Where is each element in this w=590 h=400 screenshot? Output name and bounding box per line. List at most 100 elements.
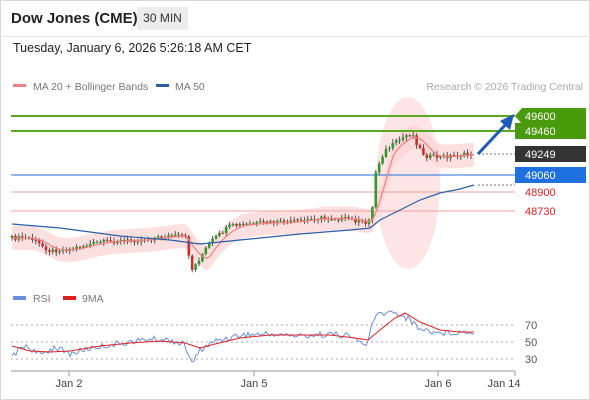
legend-swatch-ma20 bbox=[13, 84, 26, 87]
candle bbox=[44, 246, 48, 251]
legend-swatch-rsi bbox=[13, 296, 26, 300]
candle bbox=[48, 250, 51, 252]
level-tag-49460 bbox=[515, 123, 586, 139]
candle bbox=[299, 219, 303, 221]
candle bbox=[462, 152, 466, 157]
candle bbox=[228, 224, 231, 228]
candle bbox=[428, 154, 432, 159]
candle bbox=[337, 219, 340, 221]
candle bbox=[255, 222, 259, 224]
candle bbox=[435, 154, 439, 158]
candle bbox=[466, 152, 469, 155]
candle bbox=[10, 236, 14, 238]
candle bbox=[167, 235, 170, 238]
level-tag-49600 bbox=[515, 108, 586, 124]
candle bbox=[367, 219, 371, 224]
candle bbox=[105, 239, 109, 241]
bollinger-band-fill bbox=[12, 125, 474, 271]
candle bbox=[262, 221, 265, 223]
candle bbox=[218, 232, 221, 236]
legend-label-ma20: MA 20 + Bollinger Bands bbox=[33, 81, 148, 93]
candle bbox=[289, 220, 293, 222]
candle bbox=[160, 236, 163, 238]
candle bbox=[102, 239, 106, 242]
level-label-48730: 48730 bbox=[525, 206, 556, 218]
candle bbox=[296, 219, 299, 221]
candle bbox=[201, 254, 204, 261]
instrument-title: Dow Jones (CME) bbox=[11, 10, 138, 27]
candle bbox=[214, 235, 218, 239]
ma20-line bbox=[12, 136, 475, 259]
candle bbox=[269, 221, 272, 224]
ma50-line bbox=[11, 184, 475, 245]
timeframe-badge[interactable]: 30 MIN bbox=[137, 7, 188, 30]
candle bbox=[221, 232, 225, 234]
candle bbox=[54, 249, 58, 253]
candle bbox=[279, 220, 282, 222]
candle bbox=[384, 149, 388, 157]
candle bbox=[20, 236, 24, 239]
timestamp: Tuesday, January 6, 2026 5:26:18 AM CET bbox=[13, 41, 252, 55]
candle bbox=[180, 234, 184, 236]
candle bbox=[37, 240, 41, 244]
rsi-tick-30: 30 bbox=[525, 354, 537, 366]
candle bbox=[126, 239, 129, 241]
legend-swatch-ma50 bbox=[156, 84, 169, 87]
candle bbox=[439, 156, 442, 158]
candle bbox=[109, 240, 112, 242]
candle bbox=[401, 137, 405, 140]
candle bbox=[75, 246, 78, 249]
candle bbox=[354, 218, 357, 223]
candle bbox=[41, 243, 44, 247]
candle bbox=[34, 240, 38, 242]
candle bbox=[377, 163, 381, 173]
legend-label-9ma: 9MA bbox=[82, 293, 104, 305]
candle bbox=[394, 140, 398, 143]
x-label-jan6: Jan 6 bbox=[425, 378, 452, 390]
candle bbox=[204, 247, 208, 255]
candle bbox=[258, 221, 262, 223]
candle bbox=[184, 235, 187, 237]
candle bbox=[381, 156, 384, 164]
candle bbox=[411, 135, 415, 137]
candle bbox=[207, 242, 211, 248]
level-label-49600: 49600 bbox=[525, 111, 556, 123]
candle bbox=[92, 242, 95, 244]
candle bbox=[78, 246, 82, 248]
candle bbox=[99, 241, 102, 243]
candle bbox=[231, 224, 235, 226]
candle bbox=[170, 235, 174, 237]
rsi-line bbox=[11, 310, 475, 363]
candle bbox=[82, 246, 85, 248]
rsi-tick-70: 70 bbox=[525, 320, 537, 332]
candle bbox=[320, 216, 323, 220]
x-label-jan5: Jan 5 bbox=[241, 378, 268, 390]
candle bbox=[459, 156, 463, 158]
legend-label-rsi: RSI bbox=[33, 293, 51, 305]
forecast-arrow-shaft bbox=[476, 120, 510, 156]
candle bbox=[343, 217, 347, 219]
header-bar: Dow Jones (CME) 30 MIN bbox=[0, 0, 590, 37]
candle bbox=[156, 236, 160, 238]
level-label-49060: 49060 bbox=[525, 170, 556, 182]
candle bbox=[173, 234, 177, 237]
candle bbox=[282, 220, 286, 224]
candle bbox=[31, 237, 34, 241]
candle bbox=[303, 220, 306, 222]
candle bbox=[364, 221, 367, 224]
candle bbox=[388, 148, 391, 150]
candle bbox=[371, 207, 374, 220]
rsi-9ma-line bbox=[11, 312, 474, 353]
candle bbox=[415, 135, 418, 145]
candle bbox=[224, 227, 228, 234]
legend-label-ma50: MA 50 bbox=[175, 81, 205, 93]
candle bbox=[418, 144, 422, 148]
candle bbox=[306, 219, 310, 221]
candle bbox=[88, 243, 92, 246]
candle bbox=[194, 264, 197, 270]
candle bbox=[116, 242, 119, 244]
bollinger-band-bulge bbox=[376, 97, 440, 269]
candle bbox=[129, 239, 133, 241]
candle bbox=[51, 249, 55, 252]
